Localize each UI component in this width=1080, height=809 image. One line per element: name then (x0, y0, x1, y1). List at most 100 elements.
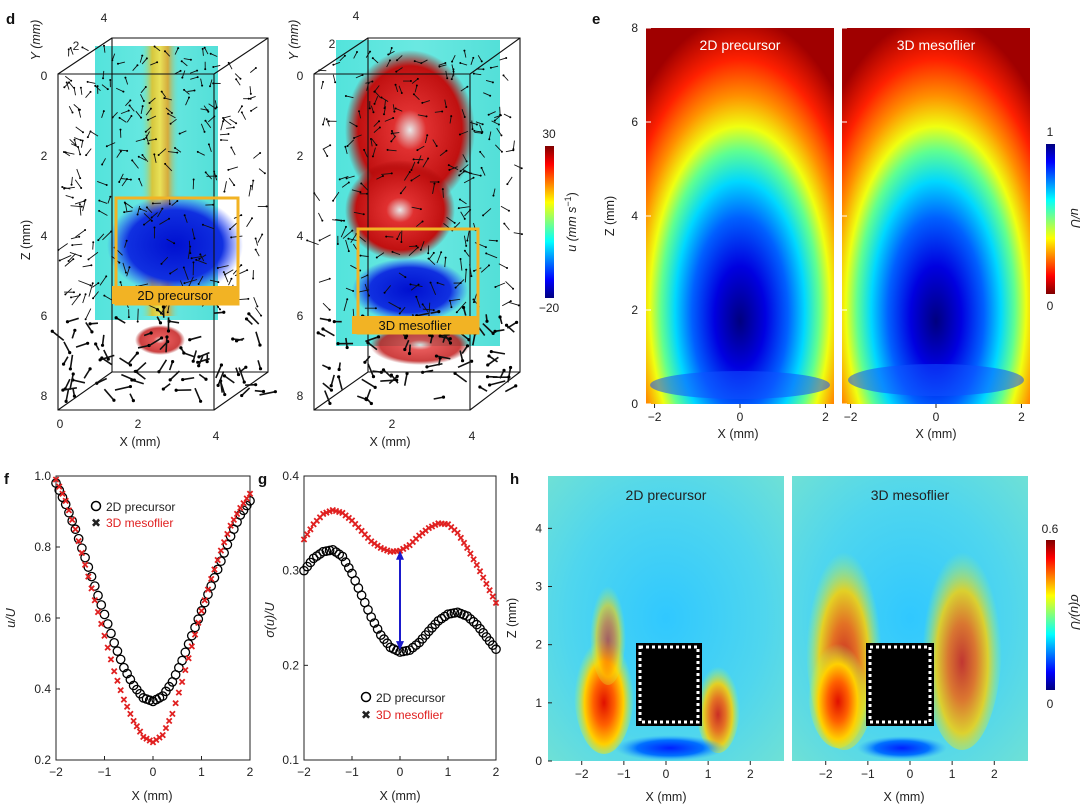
velocity-arrow (372, 57, 379, 64)
velocity-arrow-head (122, 90, 125, 93)
velocity-arrow-head (482, 214, 485, 217)
velocity-arrow (145, 134, 149, 144)
f-point-mesoflier (191, 631, 199, 638)
velocity-arrow-head (229, 228, 232, 231)
velocity-arrow (479, 124, 483, 133)
f-point-precursor (102, 619, 113, 629)
velocity-arrow (495, 282, 506, 288)
f-point-mesoflier (59, 490, 66, 497)
velocity-arrow-head (491, 81, 494, 84)
velocity-arrow (330, 374, 335, 386)
velocity-arrow (88, 283, 94, 297)
f-point-mesoflier (237, 504, 244, 512)
velocity-arrow-head (109, 79, 112, 82)
velocity-arrow (339, 175, 349, 180)
h-x-tick-label-mesoflier: −1 (861, 767, 875, 781)
velocity-arrow (74, 137, 81, 141)
velocity-arrow-head (316, 331, 320, 335)
velocity-arrow (184, 215, 188, 223)
velocity-arrow-head (161, 305, 166, 309)
d-right-box-label-bg (352, 316, 478, 334)
velocity-arrow-head (489, 66, 492, 69)
velocity-arrow-head (337, 367, 341, 372)
velocity-arrow (460, 86, 468, 92)
velocity-arrow (438, 62, 446, 66)
g-point-mesoflier (467, 550, 474, 557)
velocity-arrow (241, 112, 247, 120)
g-legend-label-mesoflier: 3D mesoflier (376, 708, 443, 722)
velocity-arrow-head (63, 187, 66, 190)
velocity-arrow-head (196, 150, 199, 153)
velocity-arrow (85, 321, 93, 333)
velocity-arrow (145, 131, 150, 139)
g-point-precursor (407, 642, 418, 653)
velocity-arrow (88, 251, 99, 260)
velocity-arrow (444, 257, 447, 268)
velocity-arrow-head (460, 359, 465, 363)
velocity-arrow-head (141, 154, 144, 157)
velocity-arrow-head (417, 283, 420, 286)
f-x-tick-label: 0 (150, 765, 157, 779)
velocity-arrow-head (487, 113, 490, 116)
velocity-arrow-head (123, 211, 126, 214)
velocity-arrow-head (447, 164, 450, 167)
g-x-tick-label: −1 (345, 765, 359, 779)
d-right-volume: 3D mesoflier Y (mm) 2 4 0 2 4 6 8 2 4 X … (287, 9, 523, 449)
g-point-stroke (361, 531, 369, 538)
velocity-arrow-head (390, 130, 393, 133)
f-point-precursor (93, 590, 103, 601)
velocity-arrow-head (119, 128, 122, 131)
velocity-arrow-head (201, 84, 204, 87)
velocity-arrow-head (177, 47, 180, 50)
d-right-z-tick-8: 8 (297, 389, 304, 403)
g-y-tick-label: 0.3 (282, 564, 299, 578)
velocity-arrow (125, 100, 131, 107)
g-point-stroke (358, 527, 365, 535)
velocity-arrow-head (206, 109, 209, 112)
velocity-arrow-head (453, 371, 457, 376)
velocity-arrow (131, 379, 144, 385)
velocity-arrow-head (395, 374, 399, 378)
g-point-precursor (340, 557, 351, 567)
velocity-arrow-head (136, 320, 139, 323)
velocity-arrow-head (459, 170, 462, 173)
velocity-arrow-head (169, 122, 172, 125)
velocity-arrow-head (261, 389, 266, 394)
e-y-tick-label: 2 (631, 303, 638, 317)
h-y-tick-label: 1 (535, 696, 542, 710)
velocity-arrow-head (64, 293, 67, 296)
f-point-stroke (101, 632, 108, 639)
velocity-arrow (381, 172, 392, 175)
velocity-arrow (99, 200, 108, 204)
velocity-arrow (363, 149, 368, 158)
velocity-arrow-head (223, 392, 227, 397)
velocity-arrow-head (160, 90, 163, 93)
velocity-arrow-head (212, 66, 215, 69)
velocity-arrow (68, 105, 73, 113)
velocity-arrow (494, 144, 503, 153)
velocity-arrow-head (500, 134, 503, 137)
velocity-arrow-head (505, 56, 508, 59)
velocity-arrow-head (373, 385, 377, 389)
velocity-arrow-head (254, 383, 258, 387)
velocity-arrow-head (163, 97, 166, 100)
velocity-arrow-head (363, 148, 366, 151)
f-point-stroke (188, 643, 196, 650)
velocity-arrow-head (345, 345, 349, 350)
e-x-tick-label-precursor: 2 (822, 410, 829, 424)
velocity-arrow (143, 218, 152, 226)
velocity-arrow (437, 282, 445, 286)
velocity-arrow (361, 378, 376, 389)
g-legend-marker-precursor (360, 691, 372, 703)
velocity-arrow (463, 235, 467, 246)
h-x-tick-label-precursor: 0 (663, 767, 670, 781)
velocity-arrow-head (508, 365, 513, 370)
velocity-arrow-head (338, 178, 341, 181)
velocity-arrow-head (141, 54, 144, 57)
velocity-arrow-head (168, 378, 172, 382)
velocity-arrow-head (73, 138, 76, 141)
e-y-tick-label: 8 (631, 21, 638, 35)
velocity-arrow (75, 126, 84, 133)
velocity-arrow (439, 64, 447, 68)
